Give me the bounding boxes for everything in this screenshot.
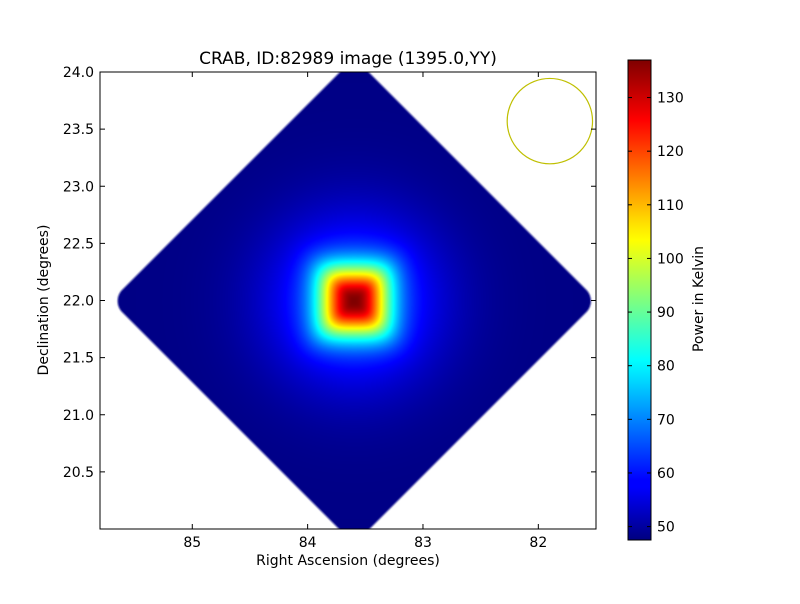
x-tick-label: 82	[529, 535, 547, 551]
x-tick-label: 84	[299, 535, 317, 551]
colorbar-tick-label: 60	[657, 466, 675, 482]
colorbar-tick-label: 70	[657, 412, 675, 428]
colorbar-tick-label: 80	[657, 359, 675, 375]
colorbar-tick-label: 90	[657, 305, 675, 321]
colorbar-tick-label: 100	[657, 251, 684, 267]
x-axis-label: Right Ascension (degrees)	[256, 553, 440, 569]
y-tick-label: 24.0	[63, 65, 94, 81]
y-axis-label: Declination (degrees)	[36, 225, 52, 376]
x-tick-label: 83	[414, 535, 432, 551]
colorbar-tick-label: 130	[657, 91, 684, 107]
y-tick-label: 21.5	[63, 351, 94, 367]
y-tick-label: 23.5	[63, 122, 94, 138]
beam-circle	[506, 77, 594, 165]
y-tick-label: 20.5	[63, 465, 94, 481]
heatmap-image	[100, 72, 596, 529]
colorbar-ticks: 50 60 70 80 90 100 110 120 130	[628, 91, 684, 536]
colorbar-tick-label: 110	[657, 198, 684, 214]
y-tick-label: 21.0	[63, 408, 94, 424]
x-axis-ticks: 85 84 83 82	[183, 72, 547, 551]
x-tick-label: 85	[183, 535, 201, 551]
chart-title: CRAB, ID:82989 image (1395.0,YY)	[199, 49, 497, 69]
y-tick-label: 22.0	[63, 294, 94, 310]
y-axis-ticks: 20.5 21.0 21.5 22.0 22.5 23.0 23.5 24.0	[63, 65, 596, 481]
y-tick-label: 23.0	[63, 179, 94, 195]
colorbar	[627, 59, 652, 541]
y-tick-label: 22.5	[63, 236, 94, 252]
colorbar-label: Power in Kelvin	[691, 246, 707, 352]
colorbar-tick-label: 120	[657, 144, 684, 160]
colorbar-tick-label: 50	[657, 520, 675, 536]
